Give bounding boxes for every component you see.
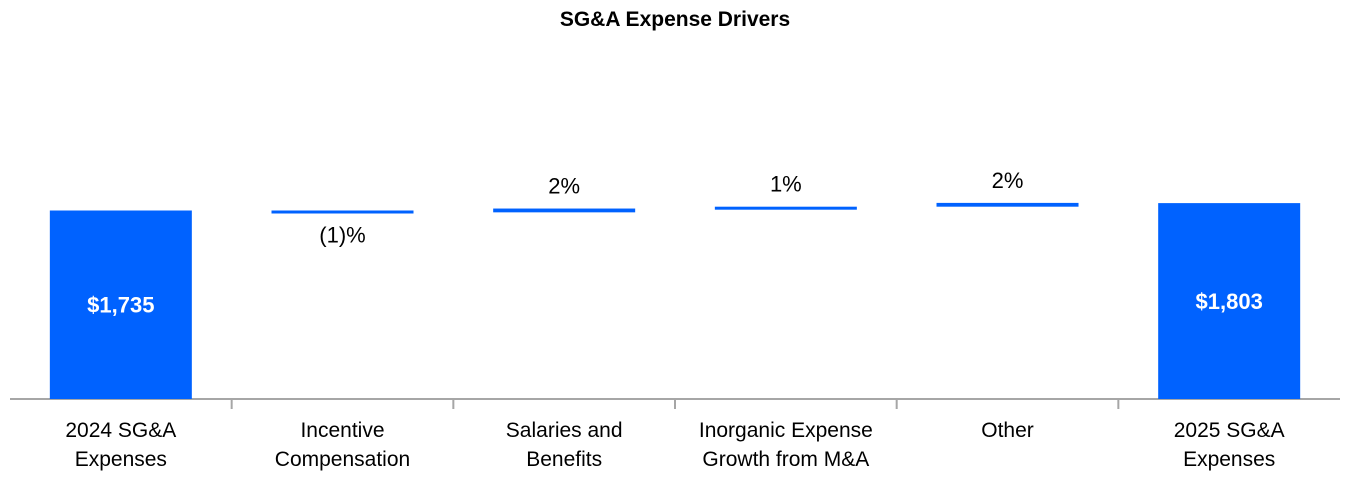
waterfall-bar <box>493 208 636 213</box>
data-label: 2% <box>992 168 1024 193</box>
data-label: $1,735 <box>87 293 154 318</box>
x-tick-label: Other <box>981 419 1034 442</box>
x-tick-label: Salaries and <box>506 419 623 442</box>
data-label: $1,803 <box>1196 289 1263 314</box>
x-tick-label: Expenses <box>1183 448 1275 471</box>
waterfall-bar <box>49 210 192 399</box>
data-label: 1% <box>770 172 802 197</box>
x-tick-label: 2025 SG&A <box>1174 419 1285 442</box>
x-tick-label: 2024 SG&A <box>65 419 176 442</box>
waterfall-bar <box>271 210 414 214</box>
x-tick-label: Compensation <box>275 448 410 471</box>
x-tick-label: Incentive <box>300 419 384 442</box>
chart-title: SG&A Expense Drivers <box>559 8 791 31</box>
data-label: (1)% <box>319 222 365 247</box>
data-label: 2% <box>548 174 580 199</box>
waterfall-bar <box>936 202 1079 207</box>
x-tick-label: Inorganic Expense <box>699 419 873 442</box>
x-tick-label: Expenses <box>75 448 167 471</box>
waterfall-bar <box>714 206 857 210</box>
x-tick-label: Growth from M&A <box>702 448 869 471</box>
waterfall-bar <box>1158 203 1301 399</box>
x-tick-label: Benefits <box>526 448 602 471</box>
